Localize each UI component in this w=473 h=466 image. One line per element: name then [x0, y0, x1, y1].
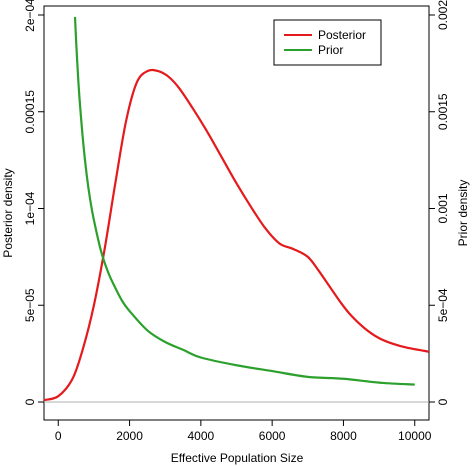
series-line-prior — [73, 16, 415, 386]
legend-box — [273, 19, 382, 66]
legend: Posterior Prior — [273, 19, 382, 66]
y-left-tick-label: 5e−05 — [23, 288, 37, 322]
series-layer — [43, 16, 430, 402]
x-tick-label: 8000 — [330, 429, 357, 443]
x-tick-label: 2000 — [116, 429, 143, 443]
x-tick-label: 4000 — [188, 429, 215, 443]
y-left-tick-label: 2e−04 — [23, 0, 37, 32]
x-tick-label: 0 — [55, 429, 62, 443]
y-left-tick-label: 1e−04 — [23, 191, 37, 225]
x-axis-title: Effective Population Size — [171, 451, 304, 465]
x-axis: 0 2000 4000 6000 8000 10000 — [55, 420, 432, 443]
legend-label-posterior: Posterior — [318, 28, 366, 42]
y-axis-right-title: Prior density — [456, 180, 470, 247]
y-left-tick-label: 0.00015 — [23, 90, 37, 134]
series-line-posterior — [43, 68, 430, 402]
y-right-tick-label: 5e−04 — [436, 288, 450, 322]
y-axis-left: 0 5e−05 1e−04 0.00015 2e−04 — [23, 0, 44, 405]
y-right-tick-label: 0.001 — [436, 193, 450, 223]
y-right-tick-label: 0.002 — [436, 0, 450, 30]
y-right-tick-label: 0.0015 — [436, 93, 450, 130]
x-tick-label: 6000 — [259, 429, 286, 443]
y-left-tick-label: 0 — [23, 398, 37, 405]
legend-label-prior: Prior — [318, 43, 343, 57]
y-axis-left-title: Posterior density — [1, 168, 15, 257]
x-tick-label: 10000 — [398, 429, 432, 443]
y-axis-right: 0 5e−04 0.001 0.0015 0.002 — [429, 0, 450, 405]
y-right-tick-label: 0 — [436, 398, 450, 405]
plot-area — [43, 5, 430, 421]
